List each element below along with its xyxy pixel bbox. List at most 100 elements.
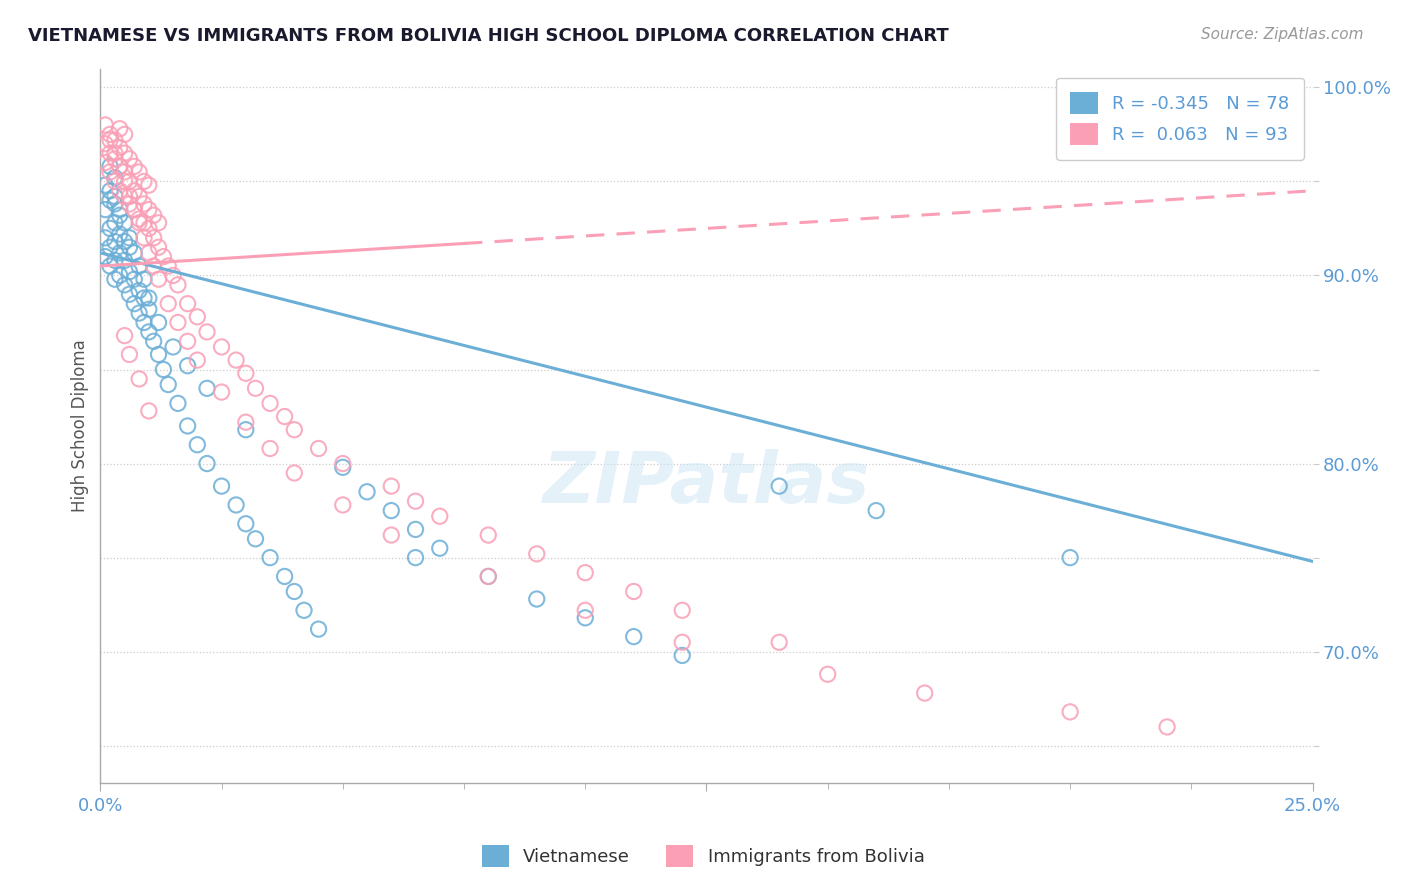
Point xyxy=(526,592,548,607)
Point xyxy=(118,231,141,245)
Point xyxy=(118,240,141,254)
Point xyxy=(114,253,136,268)
Point xyxy=(914,686,936,700)
Point xyxy=(114,216,136,230)
Point xyxy=(124,296,146,310)
Point xyxy=(157,296,180,310)
Point xyxy=(114,189,136,203)
Point xyxy=(124,159,146,173)
Point xyxy=(623,630,645,644)
Point xyxy=(225,498,247,512)
Point xyxy=(104,253,127,268)
Point xyxy=(380,479,402,493)
Point xyxy=(98,240,121,254)
Point xyxy=(128,372,150,386)
Point xyxy=(138,325,160,339)
Point xyxy=(283,584,305,599)
Point xyxy=(108,140,131,154)
Point xyxy=(167,277,190,292)
Point xyxy=(98,221,121,235)
Point xyxy=(98,165,121,179)
Point xyxy=(283,466,305,480)
Point xyxy=(152,250,174,264)
Point xyxy=(114,146,136,161)
Point xyxy=(94,136,117,151)
Point xyxy=(108,159,131,173)
Point xyxy=(526,547,548,561)
Point xyxy=(1059,550,1081,565)
Point xyxy=(273,569,295,583)
Point xyxy=(186,353,208,368)
Point xyxy=(225,353,247,368)
Point xyxy=(176,359,198,373)
Point xyxy=(273,409,295,424)
Point xyxy=(186,438,208,452)
Point xyxy=(259,396,281,410)
Point xyxy=(94,202,117,217)
Point xyxy=(211,340,233,354)
Point xyxy=(104,272,127,286)
Point xyxy=(176,334,198,349)
Point xyxy=(292,603,315,617)
Point xyxy=(186,310,208,324)
Point xyxy=(1156,720,1178,734)
Point xyxy=(211,479,233,493)
Point xyxy=(157,259,180,273)
Point xyxy=(124,202,146,217)
Point xyxy=(98,159,121,173)
Point xyxy=(477,569,499,583)
Point xyxy=(104,235,127,249)
Point xyxy=(142,231,165,245)
Point xyxy=(671,648,693,663)
Point xyxy=(108,268,131,283)
Point xyxy=(138,202,160,217)
Point xyxy=(132,216,155,230)
Point xyxy=(356,484,378,499)
Point xyxy=(162,340,184,354)
Point xyxy=(98,146,121,161)
Point xyxy=(429,509,451,524)
Point xyxy=(332,457,354,471)
Point xyxy=(128,284,150,298)
Point xyxy=(211,385,233,400)
Point xyxy=(195,457,218,471)
Point xyxy=(148,347,170,361)
Point xyxy=(245,532,267,546)
Point xyxy=(574,566,596,580)
Point xyxy=(132,231,155,245)
Point xyxy=(477,569,499,583)
Point xyxy=(104,189,127,203)
Point xyxy=(259,550,281,565)
Point xyxy=(176,419,198,434)
Point xyxy=(108,227,131,241)
Point xyxy=(138,404,160,418)
Point xyxy=(138,178,160,193)
Point xyxy=(124,202,146,217)
Point xyxy=(108,202,131,217)
Point xyxy=(94,250,117,264)
Text: ZIPatlas: ZIPatlas xyxy=(543,449,870,517)
Point xyxy=(132,316,155,330)
Point xyxy=(283,423,305,437)
Point xyxy=(108,184,131,198)
Y-axis label: High School Diploma: High School Diploma xyxy=(72,340,89,512)
Point xyxy=(308,622,330,636)
Point xyxy=(132,272,155,286)
Point xyxy=(477,528,499,542)
Point xyxy=(157,377,180,392)
Text: Source: ZipAtlas.com: Source: ZipAtlas.com xyxy=(1201,27,1364,42)
Point xyxy=(162,268,184,283)
Point xyxy=(405,550,427,565)
Point xyxy=(574,603,596,617)
Point xyxy=(138,302,160,317)
Point xyxy=(148,216,170,230)
Point xyxy=(118,347,141,361)
Point xyxy=(671,603,693,617)
Point xyxy=(104,170,127,185)
Point xyxy=(98,128,121,142)
Point xyxy=(235,516,257,531)
Point xyxy=(405,494,427,508)
Point xyxy=(332,498,354,512)
Point xyxy=(768,479,790,493)
Point xyxy=(104,146,127,161)
